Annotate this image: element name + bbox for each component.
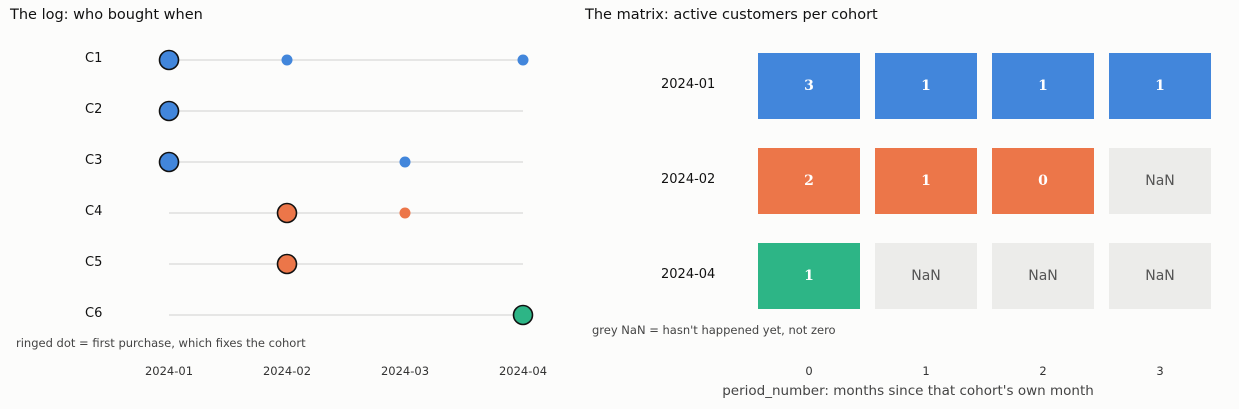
x-tick-label-2024-03: 2024-03 <box>380 364 430 378</box>
row-label-c5: C5 <box>85 255 103 270</box>
matrix-chart-note: grey NaN = hasn't happened yet, not zero <box>592 323 836 337</box>
x-tick-label-2024-02: 2024-02 <box>262 364 312 378</box>
matrix-cell-2024-02-p2: 0 <box>992 148 1094 214</box>
purchase-dot-c4-2024-02 <box>276 202 298 224</box>
purchase-dot-c6-2024-04 <box>512 304 534 326</box>
log-chart-title: The log: who bought when <box>10 7 203 23</box>
cohort-label-2024-04: 2024-04 <box>661 267 716 282</box>
matrix-cell-2024-02-p1: 1 <box>875 148 977 214</box>
matrix-cell-2024-01-p1: 1 <box>875 53 977 119</box>
purchase-dot-c3-2024-01 <box>158 151 180 173</box>
cohort-label-2024-01: 2024-01 <box>661 77 716 92</box>
log-chart-note: ringed dot = first purchase, which fixes… <box>16 336 306 350</box>
row-label-c1: C1 <box>85 51 103 66</box>
matrix-cell-2024-01-p3: 1 <box>1109 53 1211 119</box>
period-tick-label-2: 2 <box>1039 364 1047 378</box>
purchase-dot-c3-2024-03 <box>399 156 411 168</box>
period-tick-label-1: 1 <box>922 364 930 378</box>
row-label-c3: C3 <box>85 153 103 168</box>
matrix-cell-2024-01-p0: 3 <box>758 53 860 119</box>
matrix-cell-2024-02-p3: NaN <box>1109 148 1211 214</box>
row-label-c6: C6 <box>85 306 103 321</box>
purchase-dot-c2-2024-01 <box>158 100 180 122</box>
matrix-chart-title: The matrix: active customers per cohort <box>585 7 878 23</box>
cohort-label-2024-02: 2024-02 <box>661 172 716 187</box>
matrix-cell-2024-01-p2: 1 <box>992 53 1094 119</box>
purchase-dot-c1-2024-02 <box>281 54 293 66</box>
purchase-dot-c1-2024-04 <box>517 54 529 66</box>
matrix-cell-2024-02-p0: 2 <box>758 148 860 214</box>
period-tick-label-3: 3 <box>1156 364 1164 378</box>
purchase-dot-c4-2024-03 <box>399 207 411 219</box>
matrix-cell-2024-04-p1: NaN <box>875 243 977 309</box>
period-tick-label-0: 0 <box>805 364 813 378</box>
matrix-cell-2024-04-p0: 1 <box>758 243 860 309</box>
purchase-dot-c1-2024-01 <box>158 49 180 71</box>
row-label-c2: C2 <box>85 102 103 117</box>
purchase-dot-c5-2024-02 <box>276 253 298 275</box>
matrix-cell-2024-04-p2: NaN <box>992 243 1094 309</box>
matrix-x-axis-label: period_number: months since that cohort'… <box>722 383 1094 399</box>
row-label-c4: C4 <box>85 204 103 219</box>
x-tick-label-2024-01: 2024-01 <box>144 364 194 378</box>
matrix-cell-2024-04-p3: NaN <box>1109 243 1211 309</box>
x-tick-label-2024-04: 2024-04 <box>498 364 548 378</box>
